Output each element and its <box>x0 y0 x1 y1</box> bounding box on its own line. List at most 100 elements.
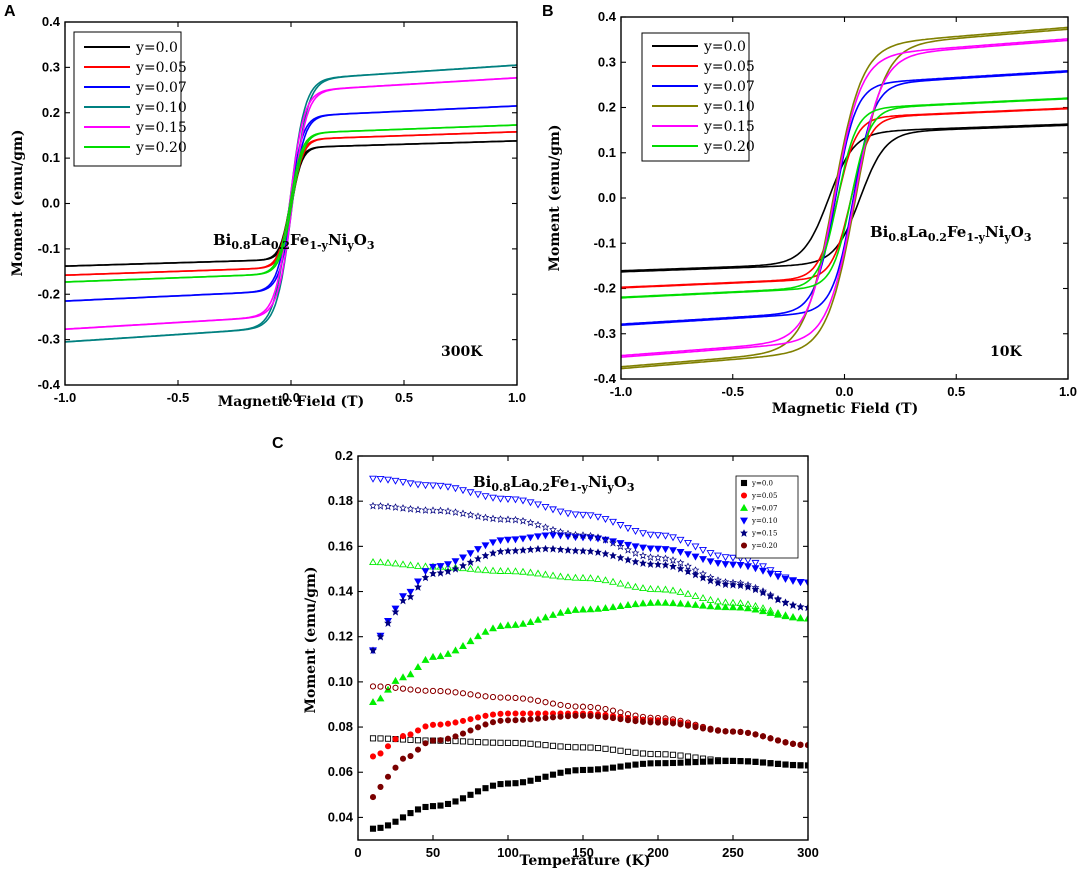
panel-c-point-y-0-10-zfc <box>534 533 542 541</box>
panel-a-letter: A <box>4 3 16 20</box>
panel-c-point-y-0-15-zfc <box>429 569 437 578</box>
panel-c-point-y-0-0-fc <box>729 757 737 764</box>
panel-c-point-y-0-15-fc <box>594 533 602 542</box>
panel-c-point-y-0-20-zfc <box>407 752 414 760</box>
panel-a-xtick-label: 1.0 <box>508 390 526 405</box>
panel-c-point-y-0-10-fc <box>721 554 730 562</box>
panel-c-point-y-0-05-zfc <box>369 753 377 760</box>
panel-c-point-y-0-20-zfc <box>482 721 489 728</box>
panel-c-point-y-0-07-zfc <box>474 632 482 640</box>
panel-c-point-y-0-20-zfc <box>624 717 632 724</box>
panel-c-point-y-0-0-fc <box>489 739 497 746</box>
panel-c-point-y-0-15-fc <box>676 558 685 567</box>
panel-b-ylabel: Moment (emu/gm) <box>547 125 563 272</box>
panel-b-legend-label-y-0-20: y=0.20 <box>703 139 755 155</box>
panel-c-point-y-0-20-zfc <box>512 717 519 724</box>
panel-c-point-y-0-15-fc <box>759 587 767 595</box>
panel-c-point-y-0-07-fc <box>594 574 602 582</box>
panel-c-point-y-0-20-fc <box>572 703 579 710</box>
panel-c-point-y-0-15-zfc <box>586 547 595 556</box>
panel-b-ytick-label: -0.3 <box>594 326 616 341</box>
panel-c-point-y-0-07-fc <box>369 558 377 566</box>
panel-c-ytick-label: 0.08 <box>328 719 353 734</box>
panel-c-point-y-0-05-zfc <box>444 720 452 727</box>
panel-c-point-y-0-20-fc <box>452 689 459 696</box>
panel-c-legend-label-y-0-10: y=0.10 <box>751 517 777 525</box>
panel-c-point-y-0-20-zfc <box>459 730 467 737</box>
panel-c-point-y-0-05-zfc <box>437 721 444 728</box>
panel-c-legend-swatch-y-0-10 <box>740 517 748 525</box>
panel-c-point-y-0-0-fc <box>632 749 639 756</box>
panel-c-point-y-0-07-fc <box>489 566 497 574</box>
panel-c-point-y-0-15-fc <box>654 553 662 562</box>
panel-c-point-y-0-20-fc <box>624 711 632 718</box>
panel-c-legend-label-y-0-20: y=0.20 <box>751 542 777 550</box>
panel-c-point-y-0-10-fc <box>436 482 445 490</box>
panel-c-point-y-0-10-fc <box>564 510 572 518</box>
panel-c-point-y-0-20-fc <box>557 701 564 708</box>
panel-c-point-y-0-10-fc <box>489 494 497 502</box>
panel-c-point-y-0-10-zfc <box>451 558 460 566</box>
panel-a-ytick-label: 0.3 <box>42 59 60 74</box>
panel-c-point-y-0-10-fc <box>384 476 392 484</box>
panel-c-point-y-0-20-zfc <box>534 715 542 722</box>
panel-c-point-y-0-15-fc <box>481 513 490 522</box>
panel-c-point-y-0-07-fc <box>519 567 527 575</box>
panel-c-point-y-0-15-zfc <box>369 646 377 655</box>
panel-c-point-y-0-07-fc <box>654 585 662 593</box>
panel-c-point-y-0-07-zfc <box>429 652 437 660</box>
panel-c-point-y-0-0-fc <box>594 744 602 752</box>
panel-a-ytick-label: -0.3 <box>38 332 60 347</box>
panel-c-point-y-0-07-zfc <box>564 607 572 614</box>
panel-a-ytick-label: 0.2 <box>42 105 60 120</box>
panel-c-point-y-0-0-zfc <box>519 779 527 786</box>
panel-c-point-y-0-15-zfc <box>541 544 550 553</box>
panel-c-point-y-0-07-fc <box>639 584 647 592</box>
panel-c-point-y-0-10-fc <box>451 485 460 493</box>
panel-c-point-y-0-10-fc <box>474 491 482 499</box>
panel-c-point-y-0-20-fc <box>632 712 639 719</box>
panel-a-series-y-0-20-desc <box>65 124 517 283</box>
panel-c-point-y-0-07-fc <box>789 613 797 620</box>
panel-c-point-y-0-20-zfc <box>669 720 677 727</box>
panel-c-ytick-label: 0.14 <box>328 584 354 599</box>
panel-c-point-y-0-10-fc <box>751 559 760 567</box>
panel-c-frame <box>357 455 809 841</box>
panel-c-point-y-0-0-fc <box>737 758 744 765</box>
panel-c-point-y-0-20-zfc <box>602 714 609 721</box>
panel-a-plot: -1.0 -0.5 0.0 0.5 1.0 -0.4 -0.3 -0.2 -0.1 0.0 0.1 0… <box>38 14 526 405</box>
panel-c-point-y-0-20-fc <box>414 687 422 694</box>
panel-c-point-y-0-10-zfc <box>429 563 437 571</box>
panel-c-point-y-0-20-zfc <box>489 719 497 726</box>
panel-c-point-y-0-0-zfc <box>414 806 422 813</box>
panel-c-point-y-0-15-fc <box>601 535 610 544</box>
panel-c-point-y-0-07-fc <box>684 589 692 597</box>
panel-c-point-y-0-15-fc <box>774 594 782 603</box>
panel-c-point-y-0-15-zfc <box>436 569 445 577</box>
panel-c-point-y-0-10-zfc <box>421 568 430 576</box>
panel-c-point-y-0-20-fc <box>369 683 377 690</box>
panel-c-point-y-0-0-zfc <box>369 825 377 832</box>
panel-c-point-y-0-10-fc <box>639 530 647 538</box>
panel-c-point-y-0-10-zfc <box>669 547 677 555</box>
panel-c-point-y-0-07-fc <box>579 573 587 581</box>
panel-c-point-y-0-15-zfc <box>406 592 415 601</box>
panel-b-ytick-label: -0.4 <box>594 371 617 386</box>
panel-c-point-y-0-07-fc <box>699 594 707 601</box>
panel-c-point-y-0-20-fc <box>782 739 789 746</box>
panel-c-point-y-0-20-fc <box>392 684 399 691</box>
panel-c-point-y-0-05-zfc <box>407 731 414 738</box>
panel-c-point-y-0-07-zfc <box>729 603 737 611</box>
panel-a-series-y-0-15-desc <box>65 76 517 330</box>
panel-c-point-y-0-15-zfc <box>481 551 490 560</box>
panel-c-point-y-0-15-zfc <box>706 576 715 585</box>
panel-c-point-y-0-0-zfc <box>489 782 497 789</box>
panel-c-point-y-0-07-zfc <box>421 655 430 663</box>
panel-c-point-y-0-0-fc <box>527 740 534 747</box>
panel-c-point-y-0-0-fc <box>662 751 669 758</box>
panel-c-point-y-0-20-zfc <box>384 773 392 780</box>
panel-c-point-y-0-20-zfc <box>377 783 384 790</box>
panel-b-series-y-0-10-desc <box>621 26 1068 368</box>
panel-c-point-y-0-0-zfc <box>482 785 489 792</box>
